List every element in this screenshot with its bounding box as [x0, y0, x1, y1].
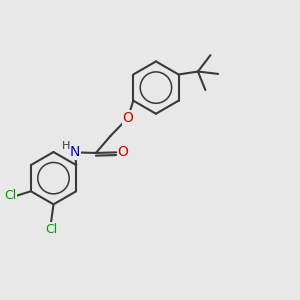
- Text: Cl: Cl: [4, 189, 16, 202]
- Text: O: O: [118, 146, 128, 159]
- Text: Cl: Cl: [45, 223, 57, 236]
- Text: H: H: [62, 141, 70, 151]
- Text: N: N: [70, 146, 80, 159]
- Text: O: O: [122, 111, 134, 125]
